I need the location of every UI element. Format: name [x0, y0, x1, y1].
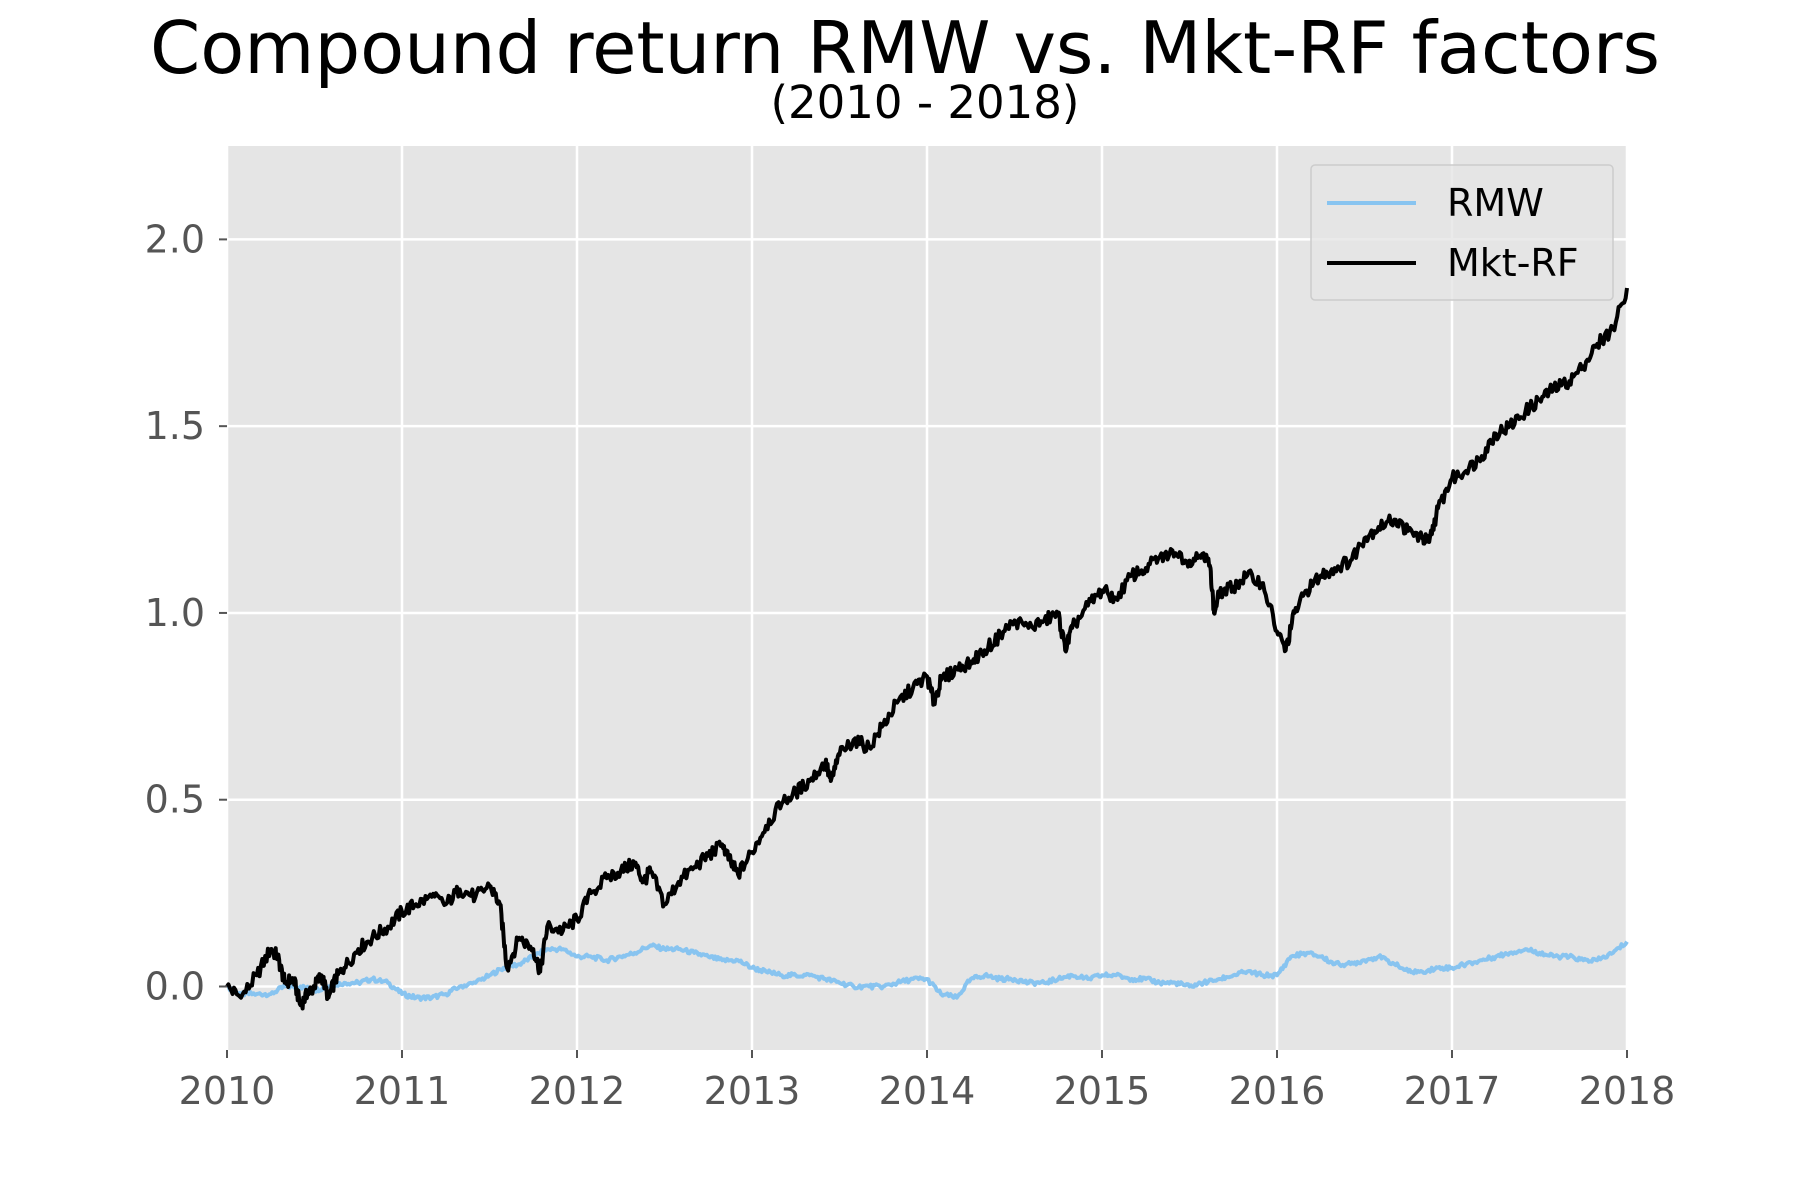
y-tick-label: 1.5 — [145, 404, 205, 448]
y-tick-label: 2.0 — [145, 217, 205, 261]
series-line-mkt-rf — [225, 287, 1629, 1011]
y-tick-label: 1.0 — [145, 591, 205, 635]
x-tick-label: 2011 — [354, 1069, 451, 1113]
x-tick-label: 2018 — [1579, 1069, 1676, 1113]
y-tick-label: 0.5 — [145, 778, 205, 822]
series-line-rmw — [225, 940, 1629, 1002]
y-tick-label: 0.0 — [145, 964, 205, 1008]
legend-box — [1310, 164, 1614, 301]
x-tick-label: 2015 — [1054, 1069, 1151, 1113]
x-tick-label: 2013 — [704, 1069, 801, 1113]
chart-subtitle: (2010 - 2018) — [770, 76, 1080, 129]
x-tick-label: 2012 — [529, 1069, 626, 1113]
chart-title: Compound return RMW vs. Mkt-RF factors — [149, 6, 1661, 90]
x-tick-label: 2014 — [879, 1069, 976, 1113]
x-axis: 2010 2011 2012 2013 2014 2015 2016 2017 2018 — [179, 1050, 1676, 1113]
legend-label: RMW — [1447, 181, 1544, 225]
y-axis: 0.0 0.5 1.0 1.5 2.0 — [145, 217, 227, 1008]
x-tick-label: 2010 — [179, 1069, 276, 1113]
x-tick-label: 2016 — [1229, 1069, 1326, 1113]
legend-label: Mkt-RF — [1447, 241, 1579, 285]
series-lines — [225, 287, 1629, 1011]
x-tick-label: 2017 — [1404, 1069, 1501, 1113]
legend: RMW Mkt-RF — [1310, 164, 1614, 301]
